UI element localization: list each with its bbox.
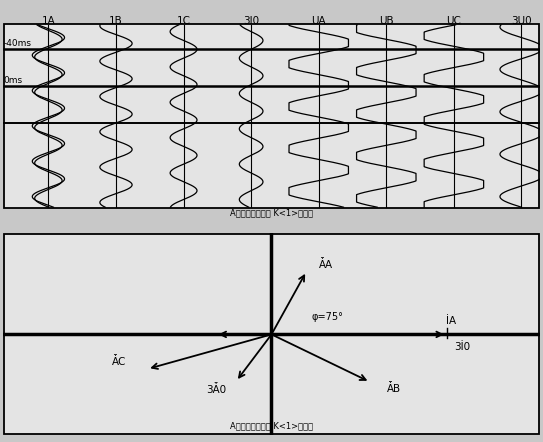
- Text: 1C: 1C: [176, 16, 191, 27]
- Text: 3Ǡ0: 3Ǡ0: [206, 385, 226, 396]
- Text: A相单相接地短路 K<1>向量图: A相单相接地短路 K<1>向量图: [230, 422, 313, 431]
- Text: ǠB: ǠB: [387, 383, 401, 394]
- FancyBboxPatch shape: [4, 234, 539, 434]
- Text: A相单相接地短路 K<1>波形图: A相单相接地短路 K<1>波形图: [230, 209, 313, 218]
- Text: 3İ0: 3İ0: [454, 342, 471, 352]
- Text: 3U0: 3U0: [511, 16, 532, 27]
- Text: ǠA: ǠA: [319, 259, 333, 270]
- FancyBboxPatch shape: [4, 24, 539, 208]
- Text: UB: UB: [379, 16, 394, 27]
- Text: 0ms: 0ms: [4, 76, 23, 84]
- Text: φ=75°: φ=75°: [311, 312, 343, 322]
- Text: 1B: 1B: [109, 16, 123, 27]
- Text: UC: UC: [446, 16, 462, 27]
- Text: UA: UA: [312, 16, 326, 27]
- Text: 3I0: 3I0: [243, 16, 259, 27]
- Text: ǠC: ǠC: [112, 356, 127, 367]
- Text: 1A: 1A: [41, 16, 55, 27]
- Text: -40ms: -40ms: [4, 38, 32, 48]
- Text: İA: İA: [446, 316, 456, 326]
